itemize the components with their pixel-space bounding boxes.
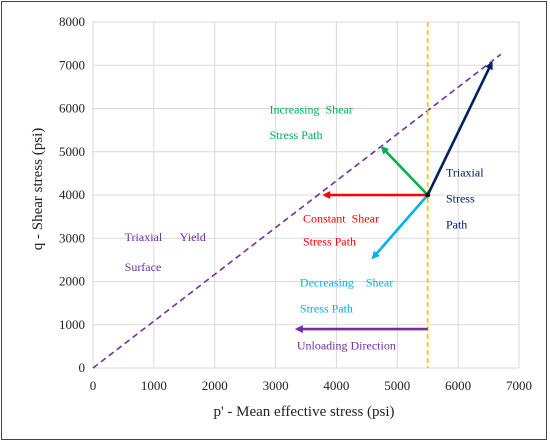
- annotation-label: Path: [446, 217, 467, 231]
- annotation-label: Unloading Direction: [297, 338, 396, 352]
- annotation-label: Triaxial Yield: [125, 230, 206, 244]
- chart-frame: 0 1000 2000 3000 4000 5000 6000 7000 0 1000 2000 30…: [1, 1, 547, 440]
- x-tick-label: 5000: [384, 378, 410, 393]
- y-tick-label: 2000: [59, 274, 85, 289]
- ticks-layer: 0 1000 2000 3000 4000 5000 6000 7000 0 1000 2000 30…: [59, 14, 532, 393]
- x-axis-title: p' - Mean effective stress (psi): [213, 404, 394, 420]
- annotation-label: Stress Path: [269, 128, 322, 142]
- y-tick-label: 5000: [59, 144, 85, 159]
- stress-path-arrow: [371, 194, 429, 260]
- x-tick-label: 4000: [323, 378, 349, 393]
- initial-point: [425, 192, 431, 198]
- annotation-label: Decreasing Shear: [300, 276, 393, 290]
- annotation-label: Stress Path: [303, 235, 356, 249]
- y-tick-label: 3000: [59, 230, 85, 245]
- y-tick-label: 7000: [59, 57, 85, 72]
- annotation-layer: Triaxial Stress Path Increasing Shear Stress…: [125, 102, 485, 352]
- stress-path-arrow: [426, 61, 493, 196]
- y-tick-label: 4000: [59, 187, 85, 202]
- series-layer: [92, 22, 502, 369]
- yield-surface-line: [92, 53, 502, 369]
- y-tick-label: 0: [79, 360, 86, 375]
- annotation-label: Stress Path: [300, 302, 353, 316]
- y-axis-title: q - Shear stress (psi): [30, 128, 46, 250]
- x-tick-label: 7000: [506, 378, 532, 393]
- stress-path-arrow: [380, 145, 429, 196]
- x-tick-label: 6000: [445, 378, 471, 393]
- annotation-label: Surface: [125, 260, 162, 274]
- y-tick-label: 1000: [59, 317, 85, 332]
- annotation-label: Stress: [446, 191, 475, 205]
- y-tick-label: 8000: [59, 14, 85, 29]
- annotation-label: Constant Shear: [303, 212, 379, 226]
- annotation-label: Triaxial: [446, 165, 484, 179]
- y-tick-label: 6000: [59, 101, 85, 116]
- x-tick-label: 1000: [141, 378, 167, 393]
- x-tick-label: 2000: [202, 378, 228, 393]
- annotation-label: Increasing Shear: [269, 102, 352, 116]
- x-tick-label: 0: [90, 378, 97, 393]
- x-tick-label: 3000: [263, 378, 289, 393]
